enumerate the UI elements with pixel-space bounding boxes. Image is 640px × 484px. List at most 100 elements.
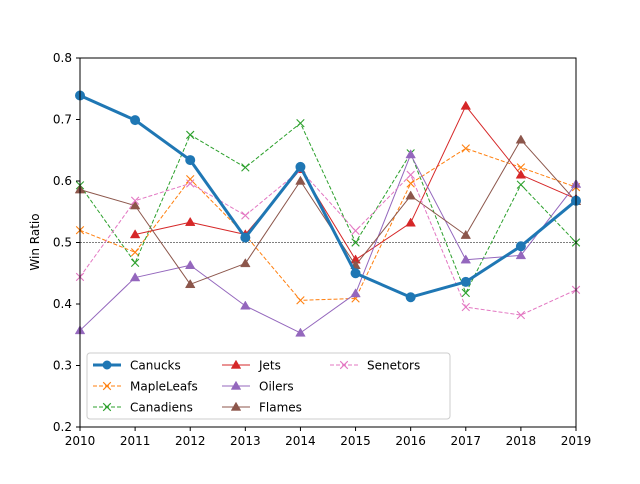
point-marker: [295, 327, 306, 337]
point-marker: [129, 229, 141, 239]
point-marker: [240, 232, 251, 243]
y-axis-label: Win Ratio: [28, 213, 42, 270]
point-marker-stroke: [241, 163, 250, 172]
point-marker-stroke: [186, 179, 195, 188]
point-marker: [516, 310, 526, 320]
point-marker: [102, 402, 112, 412]
x-tick-label: 2016: [395, 434, 426, 448]
point-marker: [186, 179, 195, 188]
point-marker: [515, 250, 527, 260]
point-marker: [241, 211, 250, 220]
point-marker-stroke: [130, 258, 140, 267]
y-tick-label: 0.4: [53, 297, 72, 311]
point-marker: [241, 163, 250, 172]
point-marker: [130, 248, 140, 257]
point-marker: [295, 175, 306, 185]
y-tick-label: 0.6: [53, 174, 72, 188]
legend-label: Flames: [259, 401, 302, 415]
series-line: [79, 122, 577, 294]
point-marker-stroke: [130, 196, 140, 205]
point-marker: [405, 292, 416, 303]
point-marker-stroke: [461, 302, 470, 312]
x-tick-label: 2014: [285, 434, 316, 448]
point-marker: [461, 144, 470, 153]
point-marker: [351, 226, 360, 236]
point-marker: [460, 276, 471, 287]
x-axis: 2010 2011 2012 2013 2014 2015 2016 2017 2018 2019: [65, 427, 592, 448]
point-marker: [460, 229, 472, 239]
point-marker: [130, 115, 141, 126]
point-marker-stroke: [130, 248, 140, 257]
point-marker: [296, 296, 305, 305]
point-marker: [350, 288, 361, 298]
point-marker-stroke: [351, 226, 360, 236]
legend-label: Canucks: [130, 359, 181, 373]
point-marker: [296, 119, 305, 128]
point-marker: [102, 381, 112, 391]
point-marker-stroke: [186, 130, 195, 140]
y-tick-label: 0.7: [53, 113, 72, 127]
point-marker-stroke: [102, 381, 112, 391]
point-marker: [461, 288, 470, 298]
point-marker-stroke: [296, 119, 305, 128]
point-marker-stroke: [351, 238, 360, 247]
point-marker: [515, 169, 527, 179]
x-tick-label: 2017: [451, 434, 482, 448]
point-marker: [515, 134, 527, 144]
point-marker: [129, 200, 141, 210]
series-line: [79, 94, 577, 299]
point-marker: [102, 360, 112, 370]
point-marker: [186, 130, 195, 140]
point-marker: [339, 360, 349, 370]
point-marker: [460, 254, 472, 264]
legend-label: Senetors: [367, 359, 420, 373]
y-tick-label: 0.2: [53, 420, 72, 434]
series-line: [79, 154, 577, 334]
point-marker: [129, 272, 141, 282]
point-marker: [351, 238, 360, 247]
point-marker: [240, 258, 251, 268]
legend-item-canadiens: Canadiens: [93, 401, 193, 415]
legend-item-senetors: Senetors: [330, 359, 420, 373]
point-marker-stroke: [406, 179, 415, 188]
point-marker-stroke: [516, 180, 526, 189]
x-tick-label: 2018: [506, 434, 537, 448]
legend-label: Oilers: [259, 380, 294, 394]
point-marker: [516, 163, 526, 172]
point-marker-stroke: [461, 144, 470, 153]
x-tick-label: 2011: [120, 434, 151, 448]
point-marker: [406, 179, 415, 188]
x-tick-label: 2019: [561, 434, 592, 448]
point-marker: [515, 241, 526, 252]
point-marker-stroke: [241, 211, 250, 220]
legend-label: MapleLeafs: [130, 380, 198, 394]
legend-item-oilers: Oilers: [222, 380, 294, 394]
x-tick-label: 2012: [175, 434, 206, 448]
point-marker: [184, 216, 196, 226]
point-marker: [405, 190, 416, 200]
y-tick-label: 0.8: [53, 51, 72, 65]
x-tick-label: 2010: [65, 434, 96, 448]
legend-item-mapleleafs: MapleLeafs: [93, 380, 198, 394]
y-axis: 0.2 0.3 0.4 0.5 0.6 0.7 0.8: [53, 51, 80, 434]
point-marker: [460, 100, 472, 110]
legend-item-flames: Flames: [222, 401, 302, 415]
legend-label: Canadiens: [130, 401, 193, 415]
y-tick-label: 0.3: [53, 359, 72, 373]
series-canucks: [75, 90, 581, 303]
point-marker: [405, 217, 416, 227]
point-marker: [295, 161, 306, 172]
point-marker: [516, 180, 526, 189]
x-tick-label: 2013: [230, 434, 261, 448]
point-marker-stroke: [516, 310, 526, 320]
point-marker: [350, 268, 361, 279]
point-marker-stroke: [406, 170, 415, 180]
series-line: [79, 169, 577, 316]
point-marker: [185, 155, 196, 166]
series-line: [79, 147, 577, 301]
point-marker: [240, 300, 251, 310]
x-tick-label: 2015: [340, 434, 371, 448]
point-marker: [230, 359, 242, 369]
